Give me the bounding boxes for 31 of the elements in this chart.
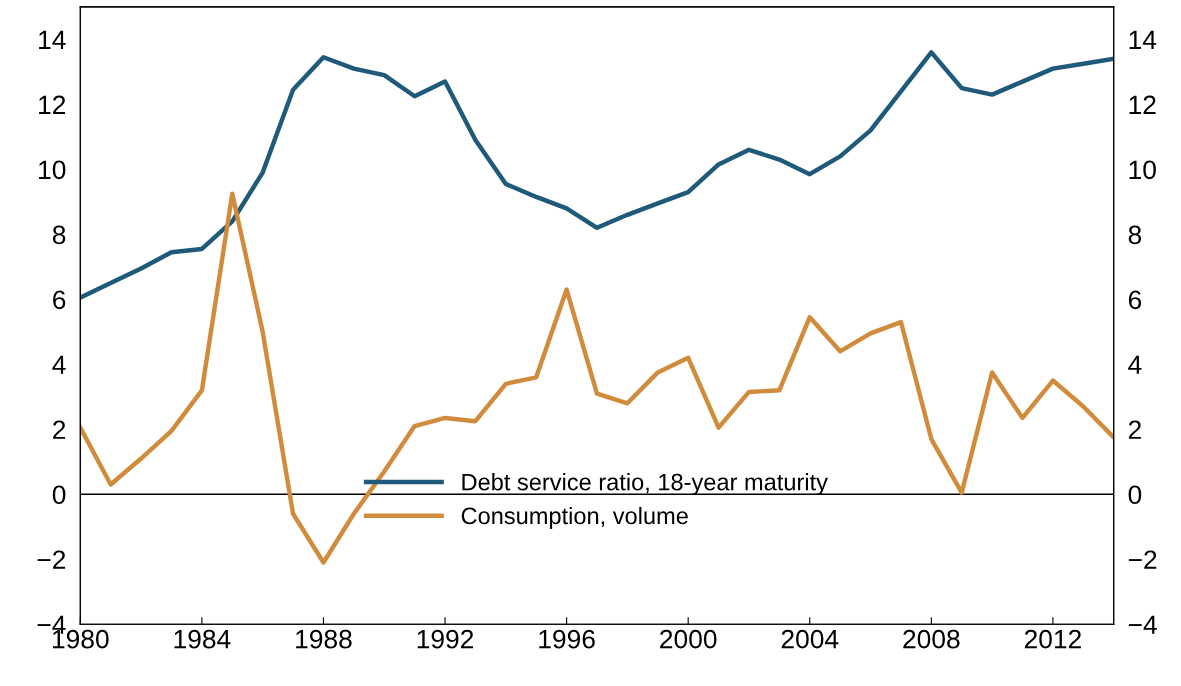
y2-tick-label: 10: [1129, 160, 1156, 180]
y-tick-label: 0: [52, 485, 66, 505]
y-tick-label: −2: [37, 550, 66, 569]
y-tick-label: 10: [39, 160, 66, 180]
x-tick-label: 1984: [174, 629, 231, 649]
y2-tick-label: 14: [1129, 30, 1157, 49]
y2-tick-label: 6: [1128, 290, 1142, 310]
y2-tick-label: −2: [1128, 550, 1157, 569]
y2-tick-label: 4: [1128, 355, 1142, 374]
y-tick-label: 8: [52, 225, 66, 245]
y-tick-label: 12: [39, 95, 66, 114]
y2-tick-label: 12: [1129, 95, 1156, 114]
x-tick-label: 2004: [781, 629, 839, 649]
y2-tick-label: −4: [1128, 615, 1157, 634]
y-tick-label: 6: [53, 290, 66, 310]
y2-tick-label: 2: [1128, 420, 1141, 439]
legend-label: Debt service ratio, 18-year maturity: [462, 473, 828, 496]
x-tick-label: 2000: [660, 629, 717, 649]
y2-tick-label: 8: [1128, 225, 1142, 245]
x-tick-label: 2008: [903, 629, 960, 649]
y-tick-label: 2: [53, 420, 66, 439]
line-series: [80, 50, 1114, 300]
line-series: [80, 191, 1114, 565]
legend-label: Consumption, volume: [461, 506, 688, 529]
x-tick-label: 1988: [296, 629, 352, 649]
y-tick-label: 14: [39, 30, 66, 49]
x-tick-label: 2012: [1024, 629, 1081, 649]
x-tick-label: 1992: [417, 629, 474, 649]
y-tick-label: 4: [52, 355, 66, 374]
y2-tick-label: 0: [1128, 485, 1142, 505]
x-tick-label: 1996: [539, 629, 595, 649]
